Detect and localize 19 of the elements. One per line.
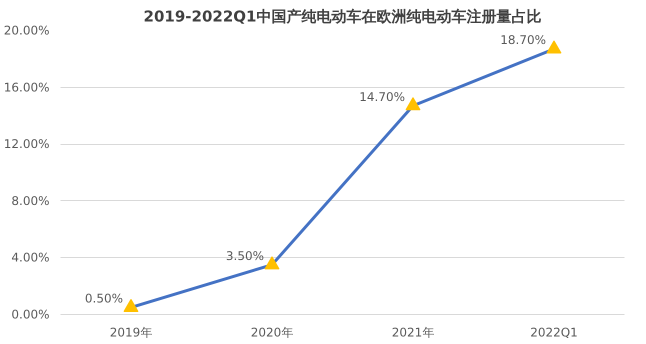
point (406, 97, 420, 110)
y-tick-label: 4.00% (11, 250, 50, 265)
y-tick-label: 20.00% (4, 24, 50, 38)
y-tick-label: 12.00% (4, 137, 50, 152)
point (264, 256, 280, 270)
y-tick-label: 0.00% (11, 308, 50, 322)
data-label: 3.50% (226, 248, 264, 263)
data-label: 18.70% (500, 32, 546, 47)
x-tick-label: 2021年 (392, 326, 434, 340)
point (124, 298, 138, 312)
x-tick-label: 2022Q1 (530, 326, 578, 340)
point (546, 40, 562, 54)
chart-title: 2019-2022Q1中国产纯电动车在欧洲纯电动车注册量占比 (144, 8, 542, 26)
y-tick-label: 8.00% (11, 194, 50, 208)
x-tick-label: 2020年 (250, 326, 294, 340)
data-label: 0.50% (84, 291, 124, 306)
y-tick-label: 16.00% (4, 80, 50, 94)
data-label: 14.70% (359, 90, 406, 104)
x-tick-label: 2019年 (110, 326, 152, 340)
